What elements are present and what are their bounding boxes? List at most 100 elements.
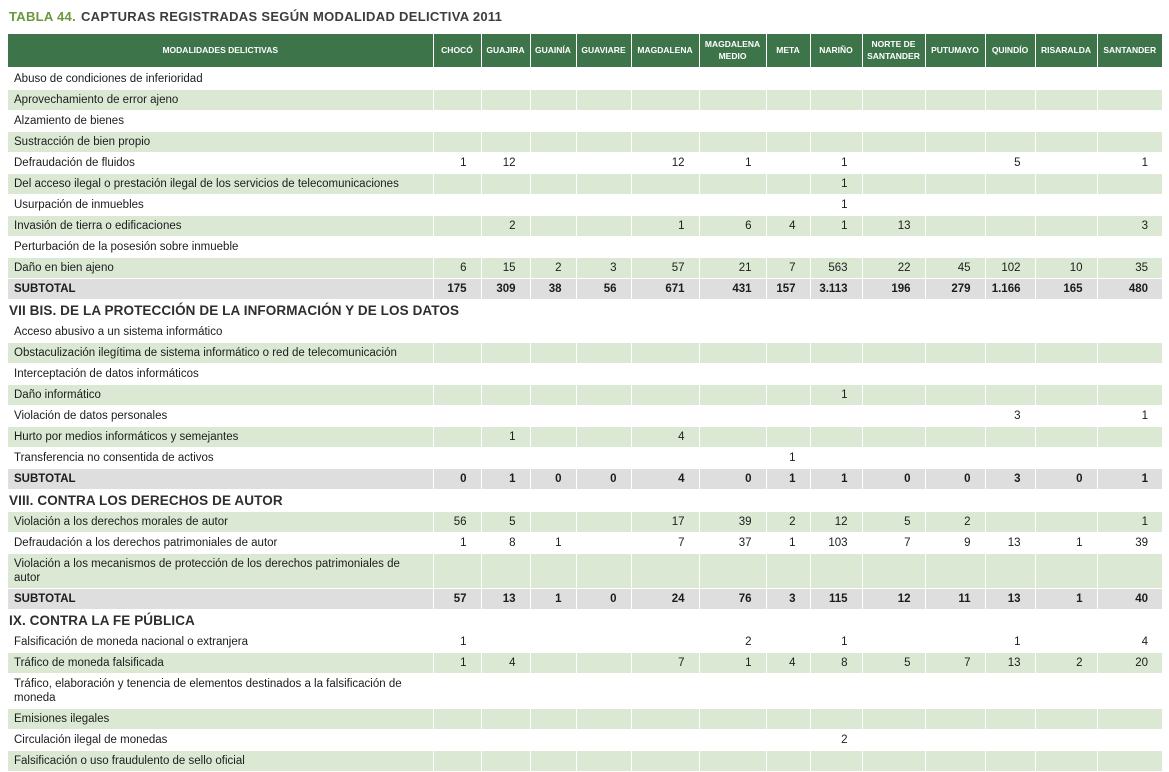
value-cell: 1	[1097, 152, 1162, 174]
value-cell	[985, 68, 1036, 90]
value-cell	[576, 384, 632, 406]
table-row: Emisiones ilegales	[8, 708, 1162, 730]
value-cell: 1	[810, 384, 863, 406]
value-cell	[766, 631, 811, 653]
value-cell	[1035, 152, 1098, 174]
value-cell: 3	[1097, 215, 1162, 237]
table-row: Aprovechamiento de error ajeno	[8, 89, 1162, 111]
value-cell	[481, 173, 531, 195]
subtotal-value-cell: 157	[766, 278, 811, 300]
value-cell	[985, 173, 1036, 195]
value-cell	[1097, 426, 1162, 448]
value-cell	[699, 426, 767, 448]
value-cell	[985, 363, 1036, 385]
value-cell	[766, 750, 811, 772]
value-cell	[1097, 68, 1162, 90]
value-cell: 6	[699, 215, 767, 237]
value-cell	[481, 363, 531, 385]
value-cell	[925, 384, 986, 406]
value-cell	[631, 729, 700, 751]
value-cell	[481, 342, 531, 364]
table-title-text: CAPTURAS REGISTRADAS SEGÚN MODALIDAD DEL…	[80, 9, 503, 24]
value-cell	[925, 89, 986, 111]
value-cell	[1035, 173, 1098, 195]
value-cell	[1097, 729, 1162, 751]
value-cell	[1035, 321, 1098, 343]
value-cell	[433, 194, 482, 216]
value-cell: 9	[925, 532, 986, 554]
row-label: Violación a los mecanismos de protección…	[8, 553, 434, 589]
value-cell	[631, 194, 700, 216]
value-cell	[576, 342, 632, 364]
value-cell	[925, 321, 986, 343]
column-header: QUINDÍO	[985, 34, 1036, 69]
value-cell	[530, 405, 577, 427]
value-cell	[530, 511, 577, 533]
value-cell: 1	[481, 426, 531, 448]
value-cell	[631, 708, 700, 730]
column-header: CHOCÓ	[433, 34, 482, 69]
value-cell	[433, 384, 482, 406]
value-cell	[576, 729, 632, 751]
value-cell	[699, 363, 767, 385]
value-cell	[433, 363, 482, 385]
value-cell	[481, 405, 531, 427]
value-cell: 5	[862, 652, 926, 674]
value-cell	[631, 131, 700, 153]
value-cell	[862, 750, 926, 772]
table-title-number: TABLA 44.	[9, 9, 76, 24]
column-header: GUAVIARE	[576, 34, 632, 69]
value-cell	[925, 68, 986, 90]
value-cell	[810, 68, 863, 90]
value-cell	[699, 673, 767, 709]
value-cell	[631, 110, 700, 132]
column-header: GUAJIRA	[481, 34, 531, 69]
value-cell: 22	[862, 257, 926, 279]
value-cell	[862, 384, 926, 406]
value-cell	[1035, 215, 1098, 237]
value-cell	[433, 729, 482, 751]
value-cell	[433, 321, 482, 343]
value-cell	[925, 363, 986, 385]
value-cell: 1	[433, 152, 482, 174]
value-cell	[631, 89, 700, 111]
value-cell	[810, 131, 863, 153]
subtotal-value-cell: 1	[1035, 588, 1098, 610]
value-cell	[631, 750, 700, 772]
subtotal-value-cell: 11	[925, 588, 986, 610]
subtotal-value-cell: 431	[699, 278, 767, 300]
value-cell	[699, 236, 767, 258]
value-cell	[985, 342, 1036, 364]
section-header: VII BIS. DE LA PROTECCIÓN DE LA INFORMAC…	[8, 299, 1162, 322]
row-label: Usurpación de inmuebles	[8, 194, 434, 216]
value-cell	[576, 173, 632, 195]
value-cell	[433, 173, 482, 195]
column-header: MAGDALENA	[631, 34, 700, 69]
value-cell	[862, 447, 926, 469]
section-header-row: VIII. CONTRA LOS DERECHOS DE AUTOR	[8, 489, 1162, 512]
value-cell: 12	[481, 152, 531, 174]
value-cell	[433, 131, 482, 153]
subtotal-value-cell: 3	[766, 588, 811, 610]
subtotal-row: SUBTOTAL 0 1 0 0 4 0 1 1 0 0 3 0 1	[8, 468, 1162, 490]
value-cell	[1035, 750, 1098, 772]
subtotal-value-cell: 0	[530, 468, 577, 490]
subtotal-value-cell: 0	[1035, 468, 1098, 490]
value-cell	[576, 215, 632, 237]
value-cell	[925, 426, 986, 448]
row-label: Tráfico de moneda falsificada	[8, 652, 434, 674]
value-cell: 2	[699, 631, 767, 653]
value-cell	[530, 215, 577, 237]
value-cell	[925, 447, 986, 469]
value-cell: 2	[766, 511, 811, 533]
value-cell: 13	[985, 532, 1036, 554]
subtotal-label: SUBTOTAL	[8, 278, 434, 300]
value-cell	[1035, 131, 1098, 153]
value-cell	[766, 553, 811, 589]
value-cell	[631, 631, 700, 653]
value-cell: 1	[699, 652, 767, 674]
value-cell	[985, 384, 1036, 406]
value-cell	[862, 110, 926, 132]
column-header: MAGDALENA MEDIO	[699, 34, 767, 69]
